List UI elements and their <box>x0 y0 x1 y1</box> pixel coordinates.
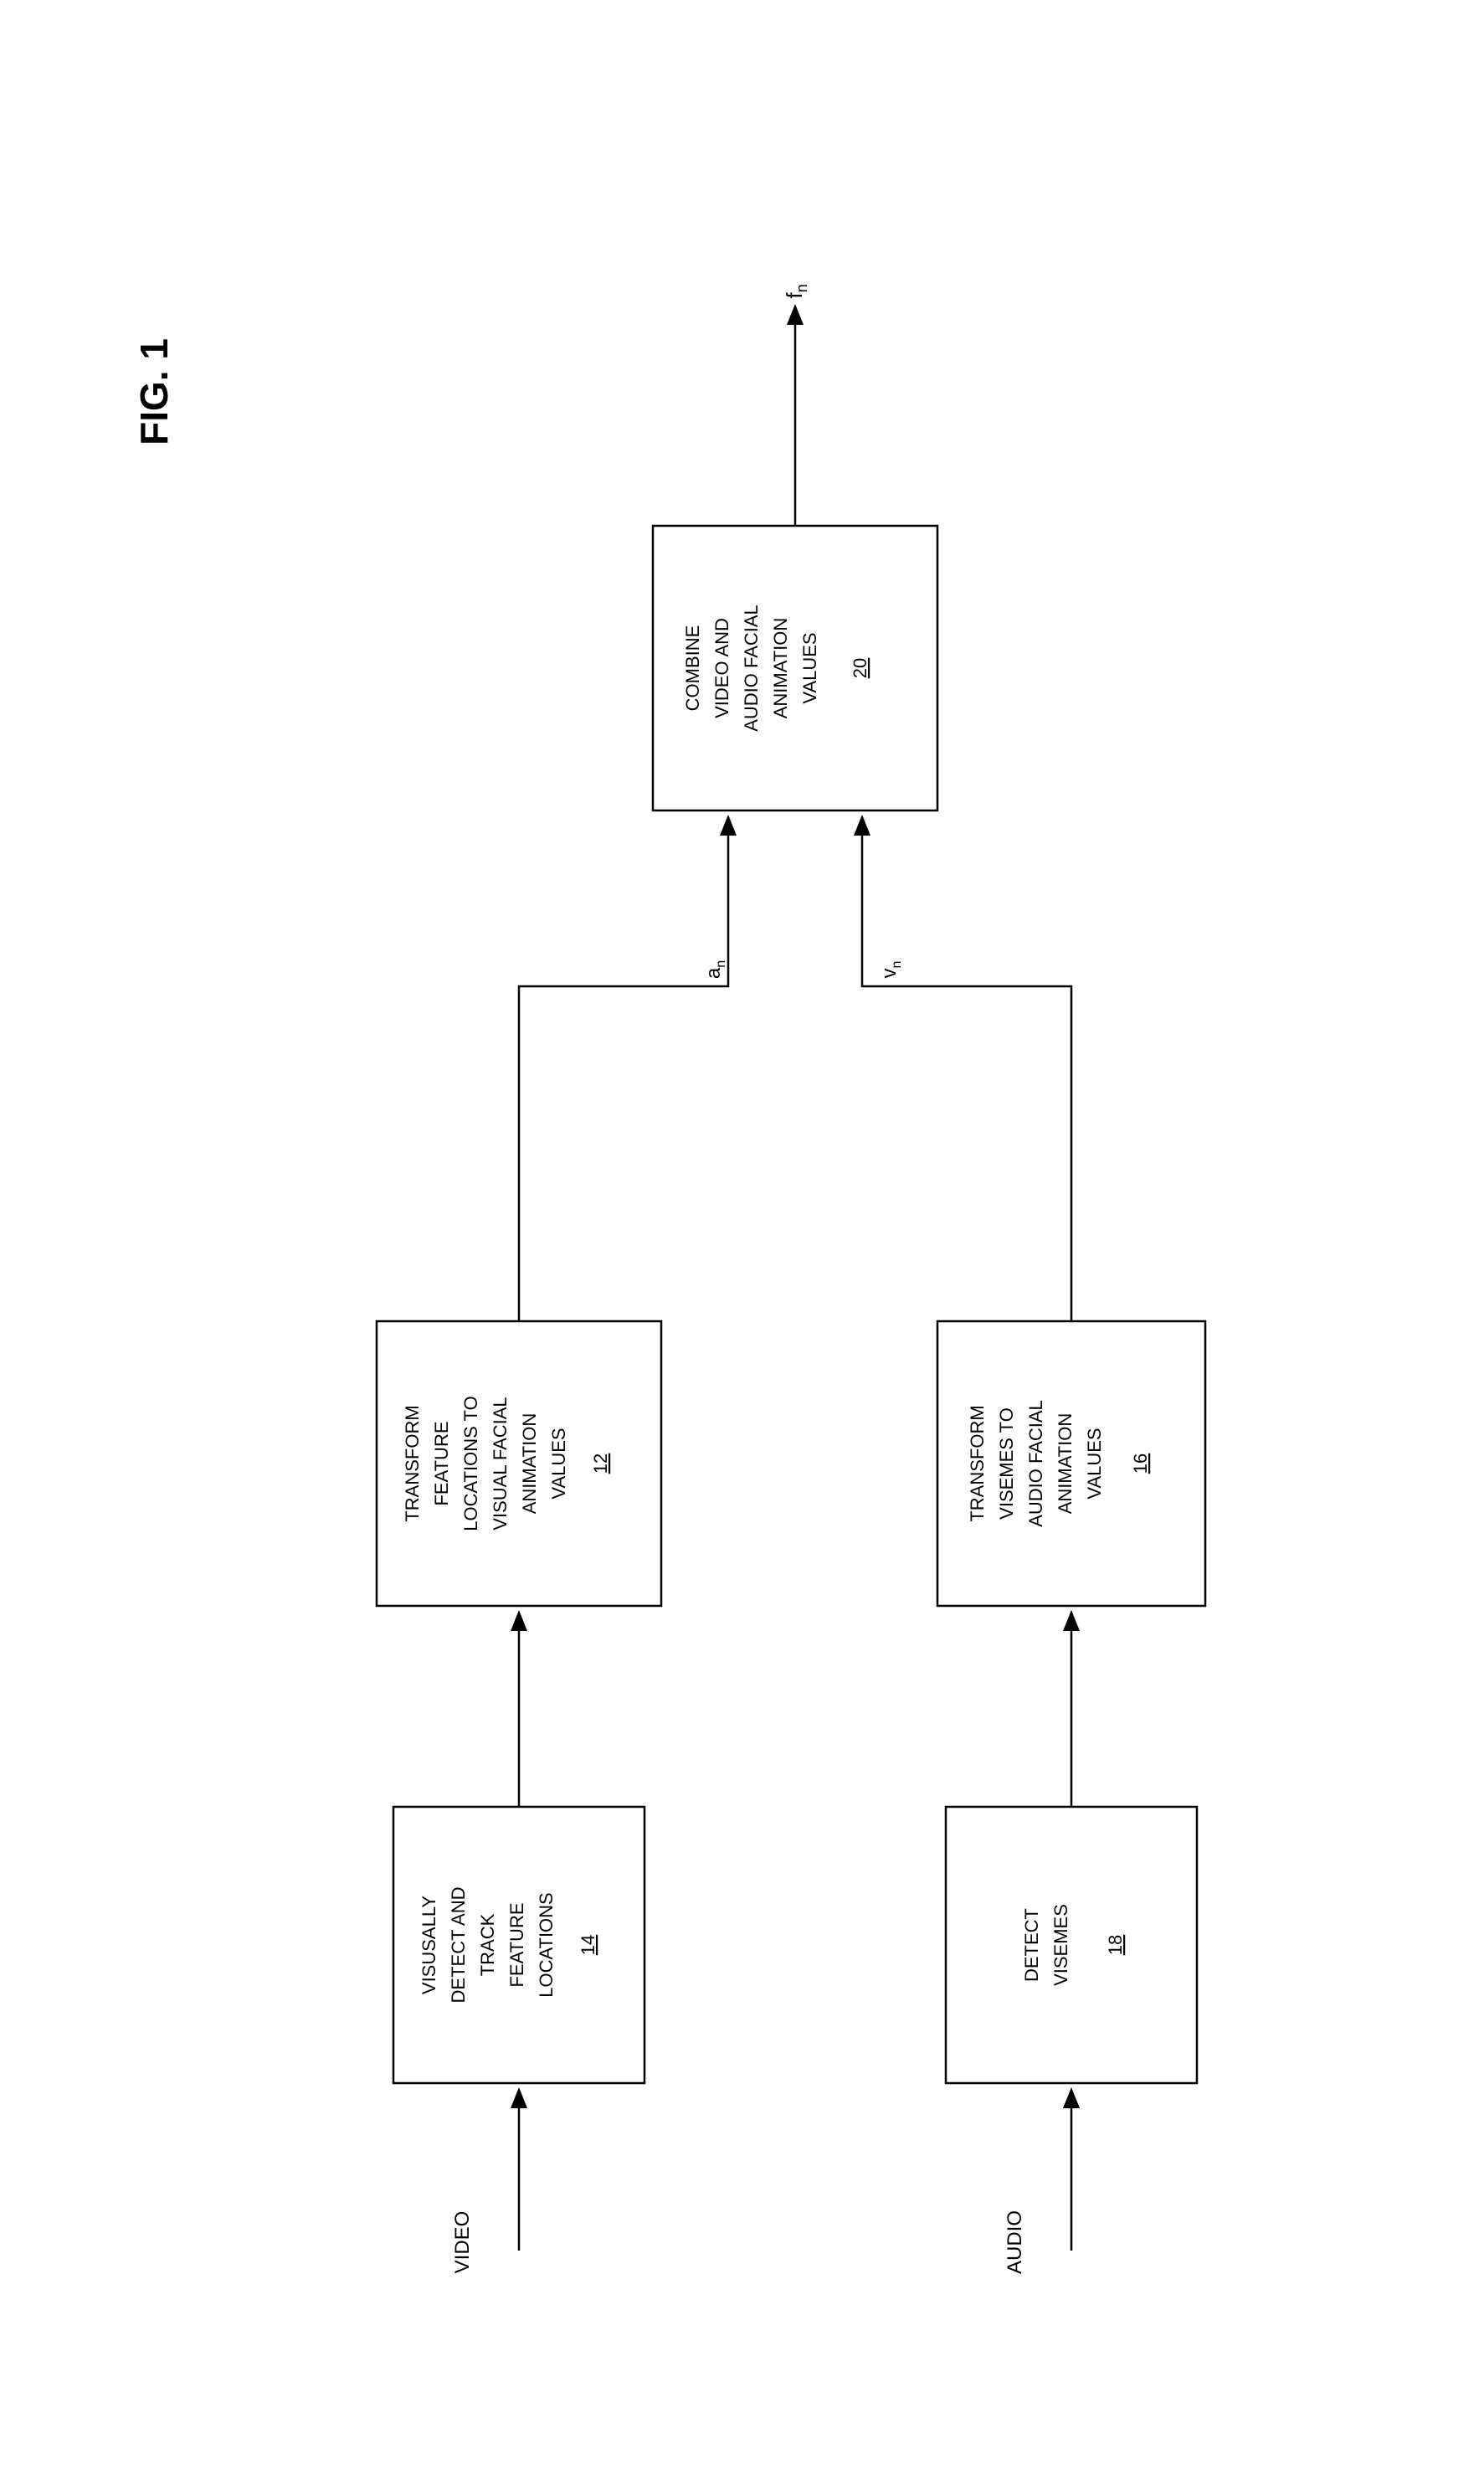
svg-text:18: 18 <box>1105 1935 1126 1955</box>
svg-text:AUDIO FACIAL: AUDIO FACIAL <box>741 605 762 732</box>
svg-text:20: 20 <box>850 658 870 678</box>
box-18 <box>946 1807 1197 2083</box>
arrow-vn <box>862 819 1071 1321</box>
svg-text:TRANSFORM: TRANSFORM <box>967 1405 988 1521</box>
vn-label: vn <box>878 961 904 979</box>
an-label: an <box>702 960 728 979</box>
svg-text:VISEMES: VISEMES <box>1050 1904 1071 1986</box>
svg-text:VISEMES TO: VISEMES TO <box>996 1407 1017 1520</box>
svg-text:LOCATIONS TO: LOCATIONS TO <box>460 1396 481 1531</box>
svg-text:TRACK: TRACK <box>477 1913 498 1976</box>
svg-text:FEATURE: FEATURE <box>506 1902 527 1987</box>
video-input-label: VIDEO <box>451 2211 474 2274</box>
svg-text:VALUES: VALUES <box>1084 1428 1105 1499</box>
svg-text:VALUES: VALUES <box>548 1428 569 1499</box>
svg-text:ANIMATION: ANIMATION <box>770 618 791 719</box>
svg-text:12: 12 <box>590 1453 611 1474</box>
svg-text:16: 16 <box>1130 1453 1151 1474</box>
figure-title: FIG. 1 <box>132 338 176 445</box>
svg-text:VISUAL FACIAL: VISUAL FACIAL <box>490 1397 511 1530</box>
svg-text:COMBINE: COMBINE <box>682 625 703 712</box>
svg-text:AUDIO FACIAL: AUDIO FACIAL <box>1025 1400 1046 1527</box>
svg-text:VALUES: VALUES <box>799 632 820 703</box>
svg-text:VISUSALLY: VISUSALLY <box>418 1896 439 1995</box>
arrow-an <box>519 819 728 1321</box>
fn-label: fn <box>782 284 810 298</box>
svg-text:TRANSFORM: TRANSFORM <box>402 1405 423 1521</box>
svg-text:FEATURE: FEATURE <box>431 1421 452 1505</box>
svg-text:14: 14 <box>578 1935 598 1955</box>
svg-text:ANIMATION: ANIMATION <box>519 1413 540 1515</box>
audio-input-label: AUDIO <box>1004 2210 1026 2274</box>
svg-text:DETECT AND: DETECT AND <box>448 1887 469 2004</box>
svg-text:LOCATIONS: LOCATIONS <box>536 1892 557 1998</box>
svg-text:VIDEO AND: VIDEO AND <box>711 618 732 718</box>
svg-text:ANIMATION: ANIMATION <box>1055 1413 1076 1515</box>
svg-text:DETECT: DETECT <box>1021 1908 1042 1982</box>
